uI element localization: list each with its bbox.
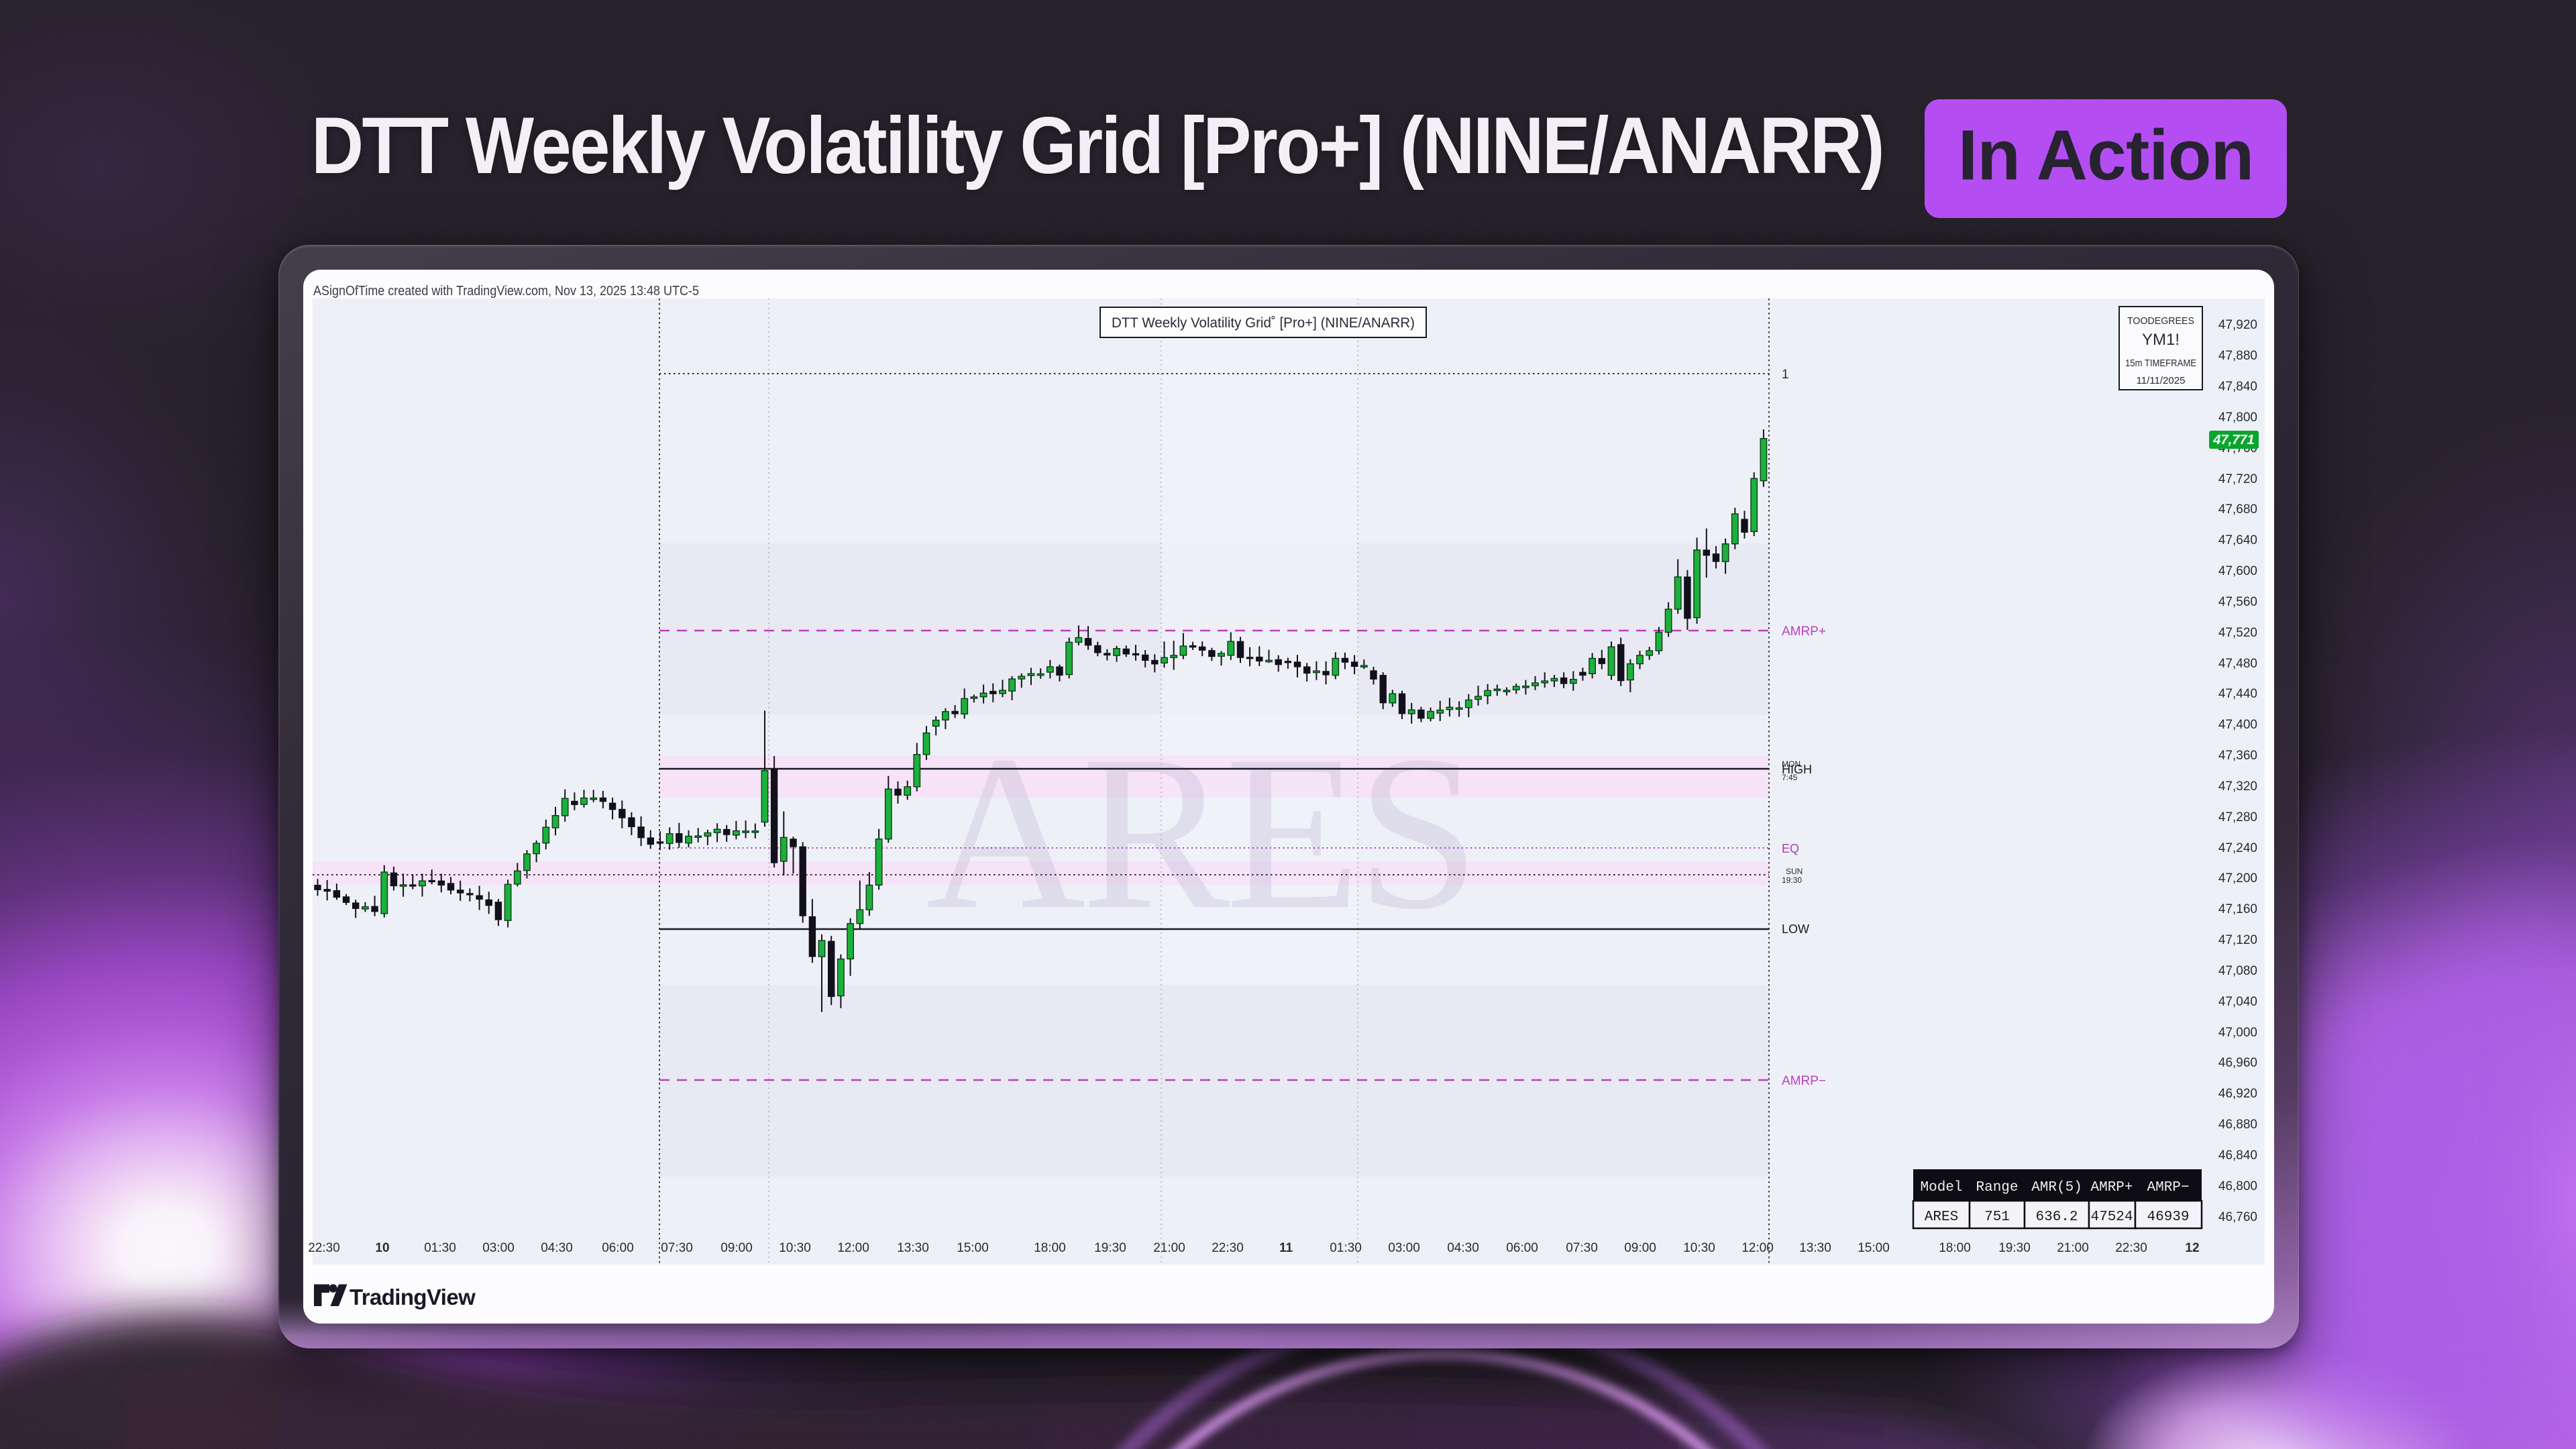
svg-text:47,560: 47,560 xyxy=(2218,595,2257,609)
svg-text:10: 10 xyxy=(375,1241,389,1255)
svg-text:46,960: 46,960 xyxy=(2218,1056,2257,1070)
svg-text:47,200: 47,200 xyxy=(2218,871,2257,885)
svg-text:47,120: 47,120 xyxy=(2218,933,2257,947)
svg-text:11: 11 xyxy=(1279,1241,1293,1255)
svg-text:46,760: 46,760 xyxy=(2218,1210,2257,1224)
svg-text:47,600: 47,600 xyxy=(2218,564,2257,578)
svg-text:AMRP−: AMRP− xyxy=(2147,1180,2189,1195)
svg-text:47,680: 47,680 xyxy=(2218,502,2257,517)
svg-text:47,880: 47,880 xyxy=(2218,349,2257,363)
svg-text:13:30: 13:30 xyxy=(1799,1241,1831,1255)
svg-text:TOODEGREES: TOODEGREES xyxy=(2127,315,2194,327)
svg-text:19:30: 19:30 xyxy=(1094,1241,1126,1255)
svg-text:06:00: 06:00 xyxy=(602,1241,634,1255)
svg-text:47,840: 47,840 xyxy=(2218,380,2257,394)
svg-text:07:30: 07:30 xyxy=(661,1241,693,1255)
svg-text:47,920: 47,920 xyxy=(2218,318,2257,332)
svg-text:47,771: 47,771 xyxy=(2212,433,2254,447)
svg-text:03:00: 03:00 xyxy=(482,1241,515,1255)
svg-text:YM1!: YM1! xyxy=(2142,331,2180,349)
svg-text:ASignOfTime created with Tradi: ASignOfTime created with TradingView.com… xyxy=(313,284,699,299)
svg-text:47,360: 47,360 xyxy=(2218,749,2257,763)
svg-text:12:00: 12:00 xyxy=(837,1241,869,1255)
svg-text:ARES: ARES xyxy=(926,710,1476,955)
svg-text:Range: Range xyxy=(1976,1180,2018,1195)
svg-text:AMR(5): AMR(5) xyxy=(2031,1180,2082,1195)
svg-text:18:00: 18:00 xyxy=(1034,1241,1066,1255)
svg-text:47,800: 47,800 xyxy=(2218,411,2257,425)
svg-text:06:00: 06:00 xyxy=(1506,1241,1538,1255)
svg-text:47,000: 47,000 xyxy=(2218,1026,2257,1040)
svg-text:AMRP+: AMRP+ xyxy=(2090,1180,2133,1195)
svg-text:46,920: 46,920 xyxy=(2218,1087,2257,1101)
svg-text:47,080: 47,080 xyxy=(2218,964,2257,978)
svg-text:21:00: 21:00 xyxy=(1153,1241,1185,1255)
svg-text:ARES: ARES xyxy=(1925,1210,1958,1225)
svg-text:AMRP+: AMRP+ xyxy=(1782,625,1826,639)
svg-text:47524: 47524 xyxy=(2090,1210,2133,1225)
svg-text:01:30: 01:30 xyxy=(424,1241,456,1255)
svg-text:22:30: 22:30 xyxy=(1212,1241,1244,1255)
svg-text:12:00: 12:00 xyxy=(1741,1241,1774,1255)
svg-text:46,840: 46,840 xyxy=(2218,1148,2257,1163)
svg-text:47,240: 47,240 xyxy=(2218,841,2257,855)
svg-text:47,720: 47,720 xyxy=(2218,472,2257,486)
svg-text:15:00: 15:00 xyxy=(1858,1241,1890,1255)
svg-text:47,160: 47,160 xyxy=(2218,902,2257,916)
svg-text:15m TIMEFRAME: 15m TIMEFRAME xyxy=(2125,358,2196,369)
svg-text:47,320: 47,320 xyxy=(2218,780,2257,794)
svg-text:18:00: 18:00 xyxy=(1939,1241,1971,1255)
svg-text:AMRP−: AMRP− xyxy=(1782,1074,1826,1088)
svg-text:DTT Weekly Volatility Grid˚ [P: DTT Weekly Volatility Grid˚ [Pro+] (NINE… xyxy=(1112,315,1415,331)
svg-text:751: 751 xyxy=(1984,1210,2010,1225)
svg-text:1: 1 xyxy=(1782,368,1789,382)
svg-text:Model: Model xyxy=(1920,1180,1962,1195)
svg-text:LOW: LOW xyxy=(1782,922,1809,936)
svg-text:EQ: EQ xyxy=(1782,842,1799,855)
svg-text:47,040: 47,040 xyxy=(2218,995,2257,1009)
svg-text:TradingView: TradingView xyxy=(350,1285,476,1309)
svg-text:47,480: 47,480 xyxy=(2218,657,2257,671)
svg-text:47,640: 47,640 xyxy=(2218,533,2257,547)
svg-text:19:30: 19:30 xyxy=(1782,875,1802,885)
svg-text:46939: 46939 xyxy=(2147,1210,2189,1225)
svg-text:01:30: 01:30 xyxy=(1330,1241,1362,1255)
svg-text:46,800: 46,800 xyxy=(2218,1179,2257,1193)
svg-text:22:30: 22:30 xyxy=(2115,1241,2147,1255)
svg-text:09:00: 09:00 xyxy=(1624,1241,1656,1255)
svg-text:13:30: 13:30 xyxy=(897,1241,929,1255)
svg-text:10:30: 10:30 xyxy=(1683,1241,1715,1255)
svg-text:04:30: 04:30 xyxy=(541,1241,573,1255)
svg-text:22:30: 22:30 xyxy=(308,1241,340,1255)
svg-text:21:00: 21:00 xyxy=(2057,1241,2089,1255)
svg-text:12: 12 xyxy=(2185,1241,2199,1255)
svg-text:47,400: 47,400 xyxy=(2218,718,2257,732)
svg-text:636.2: 636.2 xyxy=(2035,1210,2078,1225)
svg-text:47,280: 47,280 xyxy=(2218,810,2257,824)
svg-text:07:30: 07:30 xyxy=(1566,1241,1598,1255)
svg-text:47,440: 47,440 xyxy=(2218,687,2257,701)
svg-text:11/11/2025: 11/11/2025 xyxy=(2137,375,2186,386)
svg-text:19:30: 19:30 xyxy=(1998,1241,2031,1255)
svg-text:09:00: 09:00 xyxy=(720,1241,753,1255)
svg-text:SUN: SUN xyxy=(1786,867,1803,876)
svg-text:7:45: 7:45 xyxy=(1782,773,1798,782)
svg-text:04:30: 04:30 xyxy=(1447,1241,1479,1255)
svg-text:47,520: 47,520 xyxy=(2218,626,2257,640)
svg-text:15:00: 15:00 xyxy=(957,1241,989,1255)
svg-text:10:30: 10:30 xyxy=(779,1241,811,1255)
svg-text:46,880: 46,880 xyxy=(2218,1118,2257,1132)
svg-text:03:00: 03:00 xyxy=(1388,1241,1420,1255)
